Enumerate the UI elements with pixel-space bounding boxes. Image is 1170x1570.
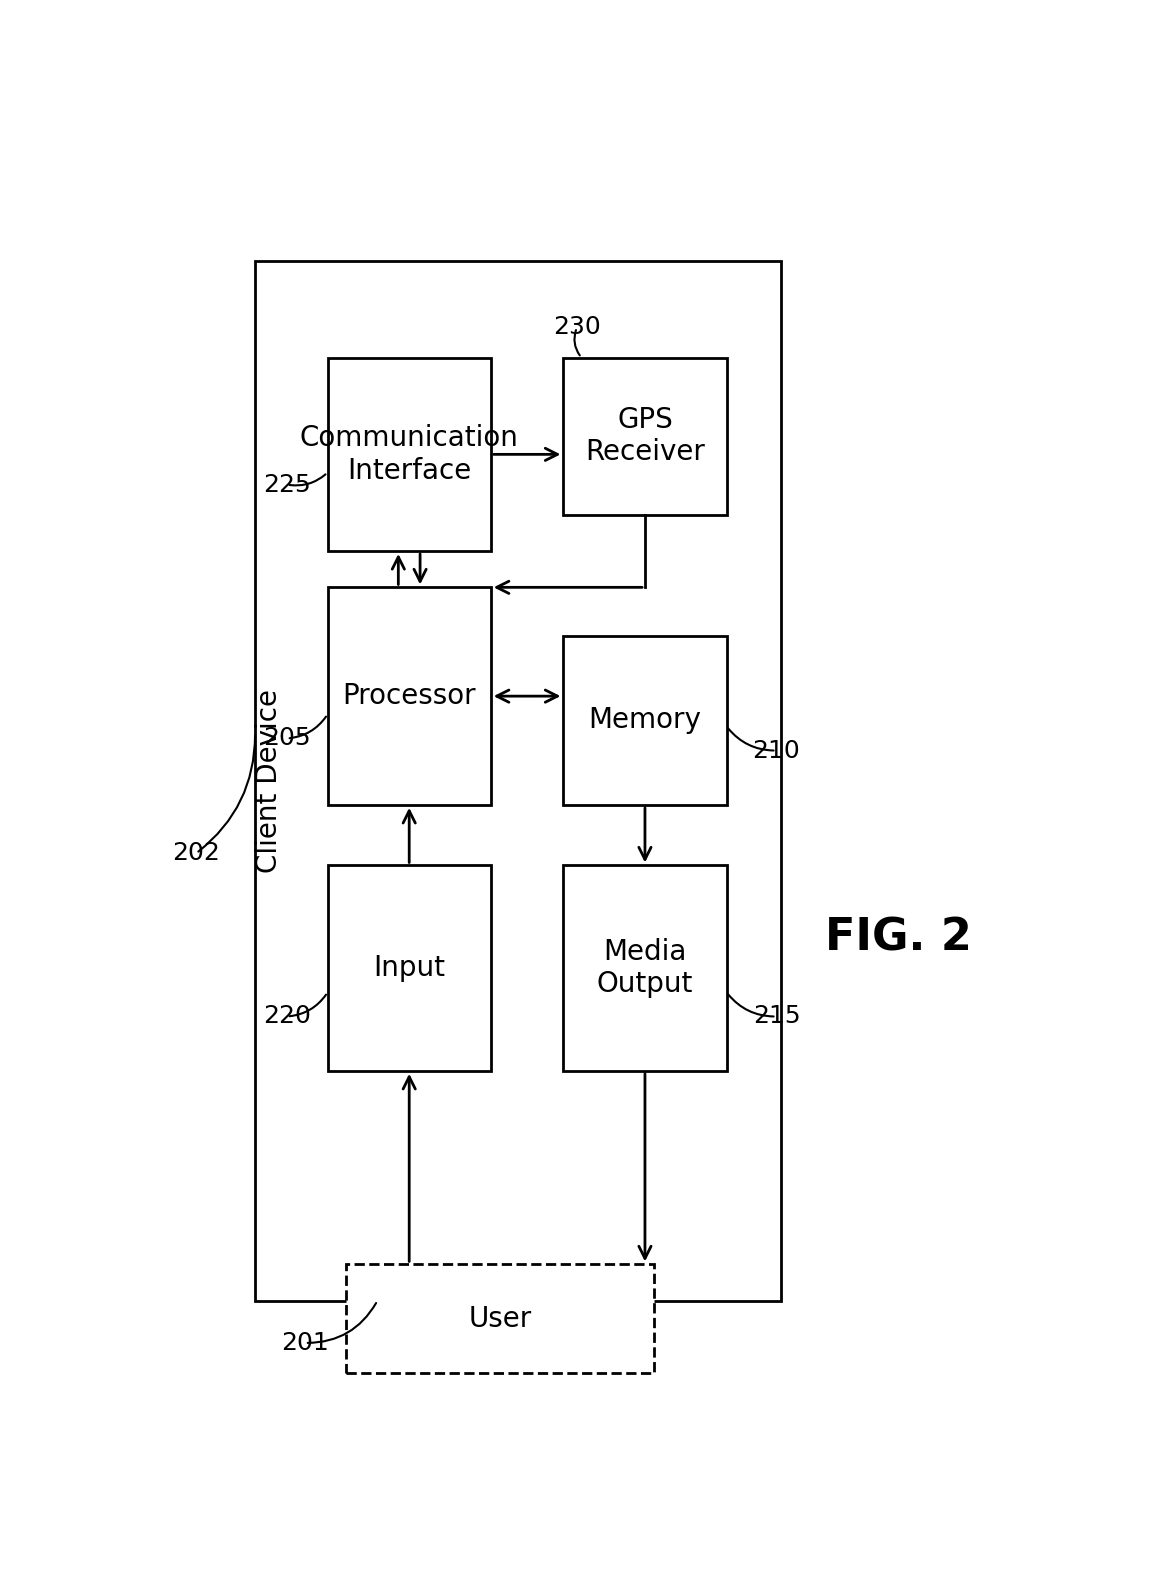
Text: User: User: [468, 1305, 531, 1333]
Text: 205: 205: [263, 727, 310, 750]
Text: Input: Input: [373, 955, 446, 983]
Text: Communication
Interface: Communication Interface: [300, 424, 518, 485]
Text: 201: 201: [281, 1331, 329, 1355]
Text: GPS
Receiver: GPS Receiver: [585, 407, 704, 466]
Text: 210: 210: [752, 738, 800, 763]
Text: 202: 202: [172, 842, 220, 865]
Bar: [255, 261, 780, 1300]
Text: 225: 225: [263, 473, 311, 496]
Bar: [328, 587, 491, 805]
Text: 215: 215: [752, 1005, 800, 1028]
Bar: [564, 865, 727, 1071]
Bar: [346, 1264, 654, 1374]
Text: FIG. 2: FIG. 2: [825, 917, 972, 959]
Bar: [564, 636, 727, 805]
Bar: [328, 865, 491, 1071]
Text: Media
Output: Media Output: [597, 937, 693, 999]
Text: Client Device: Client Device: [255, 689, 283, 873]
Text: Memory: Memory: [589, 706, 701, 735]
Bar: [328, 358, 491, 551]
Text: 220: 220: [263, 1005, 311, 1028]
Text: 230: 230: [553, 316, 601, 339]
Text: Processor: Processor: [343, 681, 476, 710]
Bar: [564, 358, 727, 515]
